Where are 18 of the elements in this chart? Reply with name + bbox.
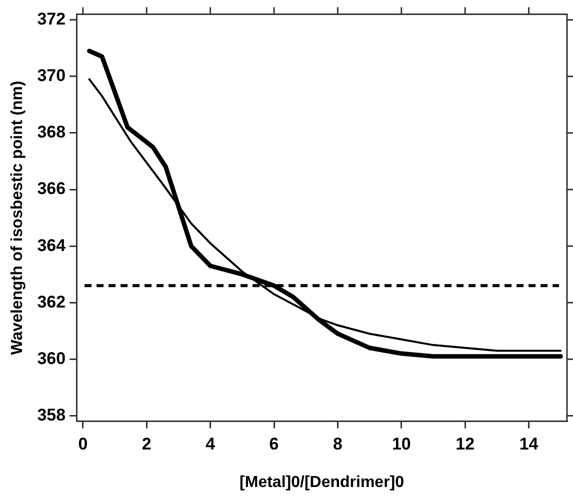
y-tick-label: 364 (37, 236, 66, 255)
y-tick-label: 362 (37, 292, 66, 312)
x-axis-title: [Metal]0/[Dendrimer]0 (240, 474, 404, 491)
x-tick-label: 10 (392, 434, 411, 454)
x-tick-label: 0 (78, 434, 88, 454)
y-tick-label: 368 (37, 122, 66, 142)
y-tick-label: 370 (37, 66, 66, 86)
y-tick-label: 372 (37, 10, 66, 29)
x-tick-label: 6 (269, 434, 279, 454)
y-axis-title: Wavelength of isosbestic point (nm) (9, 80, 26, 355)
x-tick-label: 14 (519, 434, 539, 454)
x-tick-label: 12 (456, 434, 475, 454)
x-tick-label: 8 (332, 434, 342, 454)
y-tick-label: 366 (37, 179, 66, 198)
x-tick-label: 2 (142, 434, 152, 454)
y-tick-label: 358 (37, 405, 66, 424)
y-tick-label: 360 (37, 348, 66, 368)
x-tick-label: 4 (206, 434, 216, 454)
